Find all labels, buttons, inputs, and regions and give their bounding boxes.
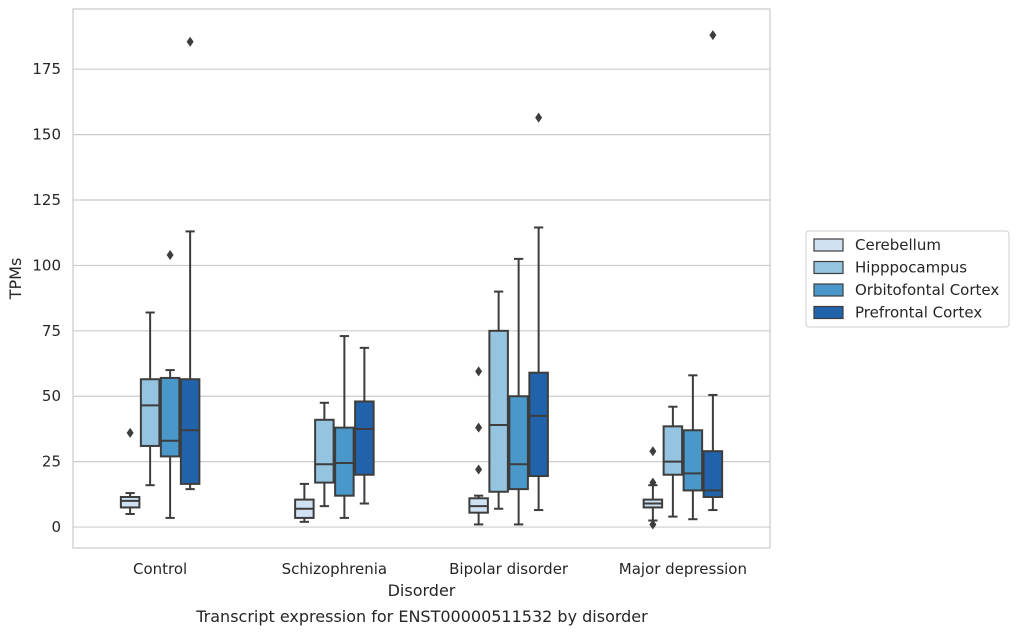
box-orbitofontal-cortex <box>334 335 355 519</box>
box-prefrontal-cortex <box>702 30 724 512</box>
x-tick-label: Major depression <box>619 560 747 578</box>
x-tick-label: Bipolar disorder <box>449 560 569 578</box>
y-tick-label: 125 <box>32 191 61 209</box>
outlier-point <box>475 366 483 377</box>
box-iqr <box>488 329 509 493</box>
box-iqr <box>662 425 684 476</box>
outlier-point <box>166 249 174 260</box>
box-cerebellum <box>294 482 315 523</box>
outlier-point <box>649 519 657 530</box>
legend-frame <box>805 230 1010 328</box>
box-iqr <box>314 418 335 484</box>
legend-swatch <box>813 283 844 297</box>
box-hipppocampus <box>488 290 509 510</box>
box-prefrontal-cortex <box>528 112 549 512</box>
x-axis-ticks: Control Schizophrenia Bipolar disorder Majo… <box>133 560 747 578</box>
legend-entry-label: Cerebellum <box>855 236 941 254</box>
y-tick-label: 0 <box>51 518 61 536</box>
box-cerebellum <box>642 446 664 530</box>
x-axis-label: Disorder <box>388 581 456 600</box>
box-iqr <box>354 400 375 476</box>
box-iqr <box>702 450 724 498</box>
boxes <box>119 30 724 530</box>
box-iqr <box>334 426 355 497</box>
legend-entry-label: Prefrontal Cortex <box>855 304 982 322</box>
legend-swatch <box>813 238 844 252</box>
outlier-point <box>649 446 657 457</box>
y-tick-label: 150 <box>32 126 61 144</box>
plot-frame <box>72 8 771 549</box>
outlier-point <box>126 427 134 438</box>
outlier-point <box>186 36 194 47</box>
y-axis-ticks: 0 25 50 75 100 125 150 175 <box>32 60 61 536</box>
figure-caption: Transcript expression for ENST0000051153… <box>195 607 648 626</box>
box-cerebellum <box>468 366 489 526</box>
legend: Cerebellum Hipppocampus Orbitofontal Corte… <box>805 230 1010 328</box>
box-iqr <box>159 376 181 458</box>
outlier-point <box>535 112 543 123</box>
box-iqr <box>528 371 549 478</box>
y-axis-label: TPMs <box>6 258 25 301</box>
outlier-point <box>475 422 483 433</box>
y-tick-label: 175 <box>32 60 61 78</box>
box-prefrontal-cortex <box>354 346 375 505</box>
x-tick-label: Control <box>133 560 187 578</box>
box-hipppocampus <box>314 401 335 508</box>
box-iqr <box>139 378 161 447</box>
box-iqr <box>119 495 141 509</box>
y-tick-label: 25 <box>42 453 61 471</box>
outlier-point <box>649 477 657 488</box>
y-tick-label: 50 <box>42 387 61 405</box>
outlier-point <box>709 30 717 41</box>
box-iqr <box>179 378 201 485</box>
box-iqr <box>682 429 704 492</box>
legend-entry-label: Orbitofontal Cortex <box>855 281 999 299</box>
box-orbitofontal-cortex <box>682 374 704 521</box>
y-tick-label: 75 <box>42 322 61 340</box>
outlier-point <box>475 464 483 475</box>
legend-swatch <box>813 305 844 320</box>
x-tick-label: Schizophrenia <box>282 560 387 578</box>
box-hipppocampus <box>662 405 684 518</box>
box-prefrontal-cortex <box>179 36 201 491</box>
box-hipppocampus <box>139 311 161 487</box>
box-iqr <box>508 395 529 491</box>
box-orbitofontal-cortex <box>508 257 529 526</box>
y-tick-label: 100 <box>32 256 61 274</box>
box-cerebellum <box>119 427 141 515</box>
legend-entry-label: Hipppocampus <box>855 259 967 277</box>
legend-swatch <box>813 260 844 275</box>
box-orbitofontal-cortex <box>159 249 181 519</box>
